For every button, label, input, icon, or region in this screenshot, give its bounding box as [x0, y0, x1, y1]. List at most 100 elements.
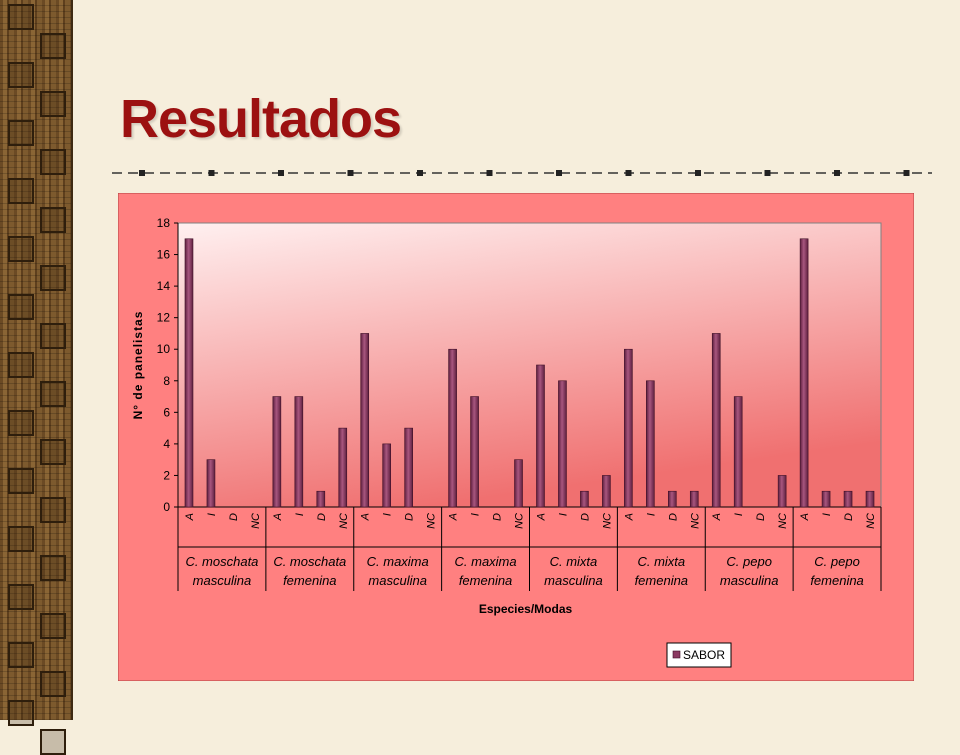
bar — [294, 396, 304, 508]
sidebar-tile — [8, 410, 34, 436]
x-group-label: femenina — [810, 573, 863, 588]
x-category-label: I — [206, 513, 218, 516]
x-category-label: A — [535, 513, 547, 521]
x-category-label: NC — [689, 513, 701, 529]
divider-marker — [208, 170, 215, 176]
x-category-label: D — [579, 513, 591, 521]
x-group-label: C. mixta — [637, 554, 685, 569]
x-group-label: C. maxima — [367, 554, 429, 569]
sidebar-tile — [40, 149, 66, 175]
x-category-label: I — [557, 513, 569, 516]
sidebar-tile — [8, 352, 34, 378]
bar — [206, 459, 216, 508]
bar — [624, 348, 633, 508]
bar — [821, 490, 831, 508]
sidebar-edge — [71, 0, 73, 720]
sidebar-tile — [40, 207, 66, 233]
sidebar-tile — [8, 526, 34, 552]
sidebar-tile — [8, 178, 34, 204]
title-divider — [112, 170, 932, 176]
y-tick-label: 18 — [157, 216, 171, 230]
sidebar-tile — [40, 323, 66, 349]
bar — [646, 380, 655, 508]
wood-sidebar — [0, 0, 72, 755]
x-category-label: I — [733, 513, 745, 516]
bar — [799, 238, 809, 508]
x-category-label: A — [272, 513, 284, 521]
x-category-label: D — [667, 513, 679, 521]
x-group-label: masculina — [720, 573, 779, 588]
x-category-label: A — [799, 513, 811, 521]
x-category-label: I — [470, 513, 482, 516]
bar — [448, 348, 457, 508]
x-category-label: D — [755, 513, 767, 521]
divider-marker — [556, 170, 562, 176]
bar — [711, 333, 721, 508]
y-tick-label: 16 — [157, 248, 171, 262]
sidebar-tile — [40, 265, 66, 291]
legend: SABOR — [666, 642, 732, 668]
slide-title: Resultados — [120, 89, 402, 149]
bar — [733, 396, 743, 508]
bar — [602, 475, 611, 508]
divider-marker — [278, 170, 284, 176]
x-group-label: masculina — [544, 573, 603, 588]
bar — [580, 490, 589, 508]
bar — [360, 333, 370, 508]
bar — [470, 396, 479, 508]
sidebar-tile — [8, 4, 34, 30]
x-category-label: NC — [514, 513, 526, 529]
sidebar-tile — [40, 613, 66, 639]
bar — [184, 238, 194, 508]
sidebar-tile — [40, 33, 66, 59]
sidebar-tile — [40, 729, 66, 755]
x-group-label: C. pepo — [726, 554, 772, 569]
sidebar-tile — [8, 642, 34, 668]
x-category-label: A — [711, 513, 723, 521]
plot-area — [177, 222, 882, 508]
bar — [316, 490, 326, 508]
y-tick-label: 12 — [157, 311, 171, 325]
divider-marker — [695, 170, 701, 176]
bar — [777, 475, 787, 508]
x-category-label: D — [404, 513, 416, 521]
bar — [272, 396, 282, 508]
divider-marker — [139, 170, 145, 176]
sidebar-tile — [40, 91, 66, 117]
x-category-label: I — [382, 513, 394, 516]
x-group-label: masculina — [368, 573, 427, 588]
bar — [404, 427, 413, 508]
sidebar-tile — [8, 236, 34, 262]
bar — [338, 427, 348, 508]
divider-marker — [625, 170, 632, 176]
y-tick-label: 0 — [163, 500, 170, 514]
divider-marker — [903, 170, 910, 176]
bar-chart: 0 2 4 6 8 10 12 14 16 18 N° de panelistas A I D NC C. m… — [118, 193, 914, 681]
x-category-label: I — [645, 513, 657, 516]
x-group-label: femenina — [283, 573, 336, 588]
legend-label: SABOR — [683, 648, 725, 662]
sidebar-tile — [8, 62, 34, 88]
x-axis-title: Especies/Modas — [479, 602, 573, 616]
bar — [558, 380, 567, 508]
x-category-label: NC — [250, 513, 262, 529]
bar — [865, 490, 875, 508]
sidebar-tile — [8, 120, 34, 146]
bar — [843, 490, 853, 508]
sidebar-tile — [40, 555, 66, 581]
x-category-label: D — [316, 513, 328, 521]
sidebar-tile — [40, 439, 66, 465]
x-category-label: D — [228, 513, 240, 521]
x-category-label: A — [184, 513, 196, 521]
y-tick-label: 10 — [157, 342, 171, 356]
divider-marker — [834, 170, 840, 176]
x-group-label: C. maxima — [455, 554, 517, 569]
x-category-label: A — [448, 513, 460, 521]
divider-marker — [764, 170, 771, 176]
x-category-label: I — [294, 513, 306, 516]
divider-marker — [417, 170, 423, 176]
x-category-label: A — [360, 513, 372, 521]
y-tick-label: 14 — [157, 279, 171, 293]
x-category-label: D — [843, 513, 855, 521]
sidebar-tile — [8, 468, 34, 494]
